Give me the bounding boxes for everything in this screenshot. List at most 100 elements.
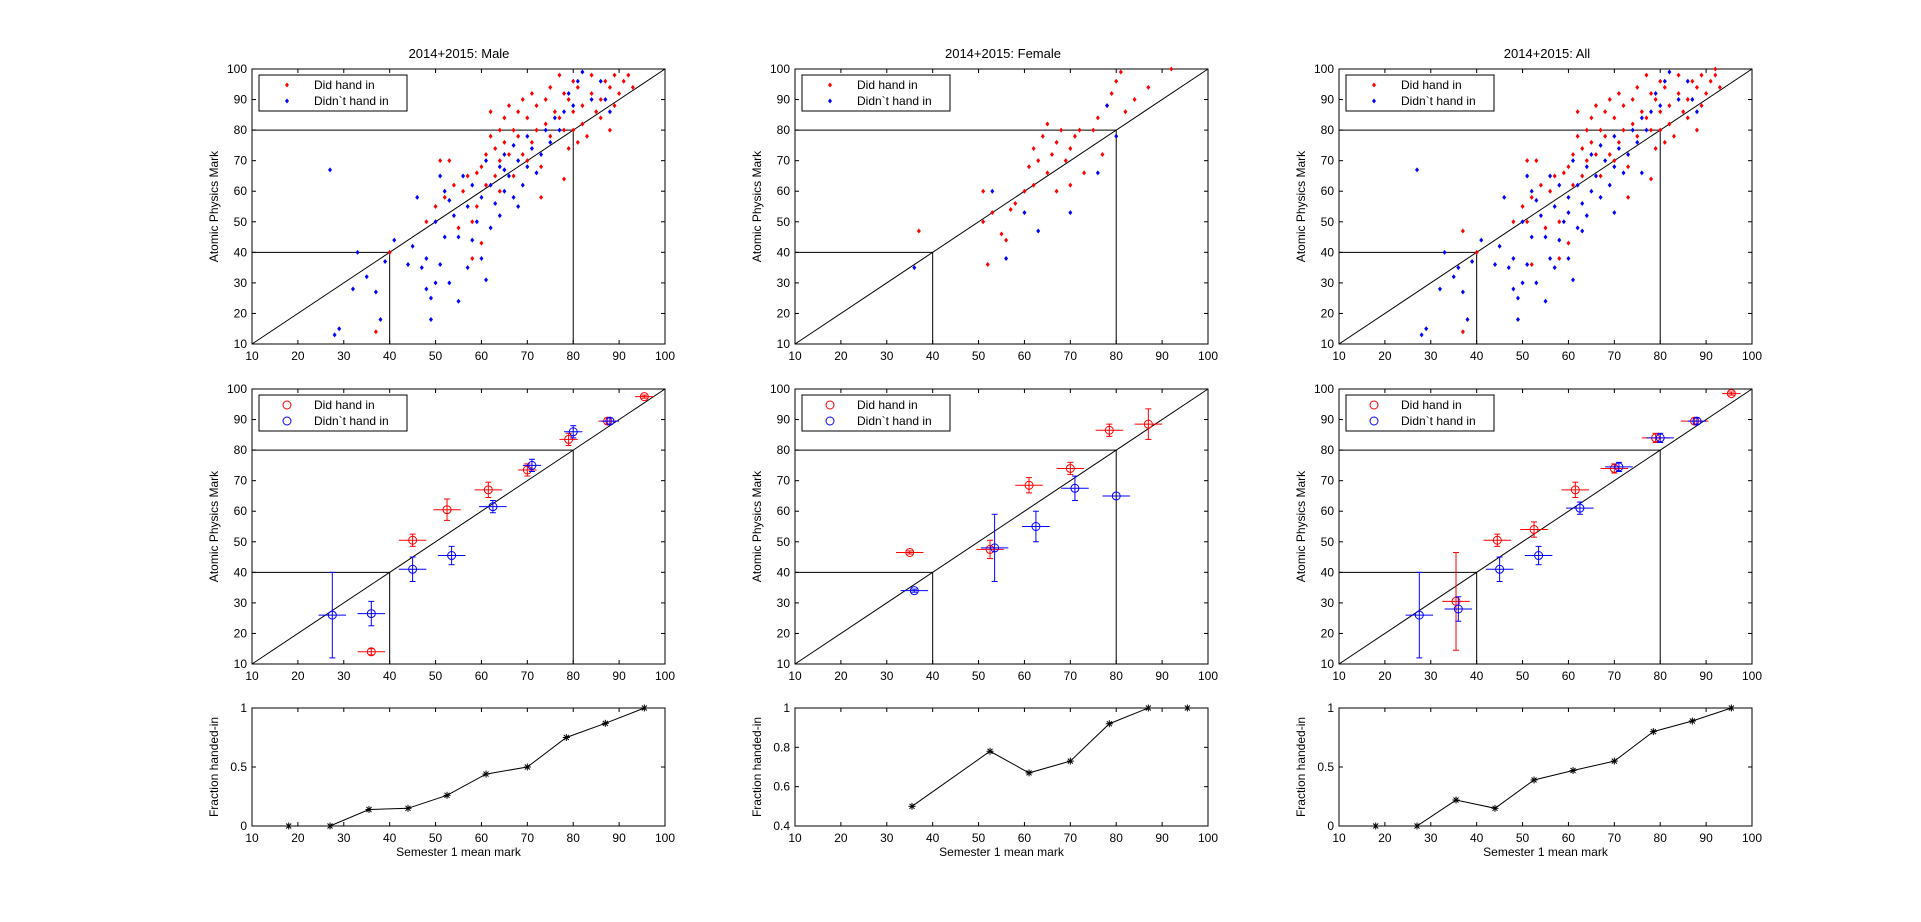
x-tick-label: 40 [383,669,397,683]
y-tick-label: 60 [1321,504,1335,518]
data-point [1580,173,1585,179]
x-tick-label: 10 [245,831,259,845]
data-point [1460,228,1465,234]
x-tick-label: 80 [1110,669,1124,683]
marker-stroke [524,764,531,770]
data-point [366,647,376,657]
data-point [479,164,484,170]
panel-top-male: 10 20 30 40 50 60 70 80 90 100 10 20 30 40 50 60 70 80 90 1… [207,62,675,363]
data-point [1598,142,1603,148]
data-point [909,586,919,596]
series-line [288,707,645,827]
y-tick-label: 1 [783,701,790,715]
y-tick-label: 80 [234,443,248,457]
data-point [1658,103,1663,109]
data-point [488,225,493,231]
x-tick-label: 20 [834,349,848,363]
marker-stroke [1414,823,1420,829]
y-tick-label: 50 [234,535,248,549]
marker-stroke [1184,705,1191,711]
x-tick-label: 50 [429,349,443,363]
data-point [1022,188,1027,194]
y-tick-label: 40 [1321,245,1335,259]
panel-mid-female: 10 20 30 40 50 60 70 80 90 100 10 20 30 40 50 60 70 80 90 1… [750,382,1218,683]
data-point [1653,145,1658,151]
data-point [1667,103,1672,109]
data-point [1598,194,1603,200]
data-point [564,434,574,444]
data-point [1616,145,1621,151]
data-point [465,265,470,271]
x-tick-label: 10 [788,349,802,363]
legend-marker [285,82,289,88]
data-point [373,329,378,335]
data-point [1109,90,1114,96]
data-point [438,173,443,179]
data-point [1575,182,1580,188]
marker-stroke [1372,823,1379,829]
data-point [506,173,511,179]
data-point [1095,170,1100,176]
marker-stroke [909,803,915,810]
marker-stroke [1570,767,1576,774]
series-hand-in [373,72,635,335]
x-tick-label: 30 [337,349,351,363]
y-tick-label: 90 [777,93,791,107]
data-point [985,544,995,554]
data-point [1626,152,1631,158]
legend: Did hand in Didn`t hand in [1345,394,1495,432]
data-point [1491,804,1499,812]
data-point [1566,255,1571,261]
y-tick-label: 70 [1321,474,1335,488]
legend-marker [1369,416,1379,426]
data-point [1610,757,1618,765]
y-tick-label: 30 [1321,276,1335,290]
y-tick-label: 0.4 [773,819,790,833]
data-point [1649,176,1654,182]
marker-stroke [1728,705,1735,711]
data-point [1497,243,1502,249]
legend-box [258,74,408,112]
data-point [543,127,548,133]
data-point [1626,164,1631,170]
boundary-80-line [252,449,574,664]
data-point [1452,796,1460,804]
marker-stroke [1492,805,1498,812]
x-tick-label: 80 [567,669,581,683]
data-point [456,298,461,304]
data-point [502,139,507,145]
x-tick-label: 50 [972,349,986,363]
data-point [1571,158,1576,164]
data-point [912,265,917,271]
x-tick-label: 60 [1562,831,1576,845]
data-point [1662,78,1667,84]
y-tick-label: 40 [1321,565,1335,579]
x-axis-label: Semester 1 mean mark [939,845,1065,859]
data-point [337,326,342,332]
data-point [1036,158,1041,164]
legend-label: Did hand in [314,78,375,92]
data-point [1548,188,1553,194]
data-point [1593,152,1598,158]
data-point [1676,90,1681,96]
legend-marker [1372,82,1376,88]
y-axis-label: Atomic Physics Mark [207,470,221,582]
data-point [1571,152,1576,158]
panel-top-all: 10 20 30 40 50 60 70 80 90 100 10 20 30 40 50 60 70 80 90 1… [1294,62,1762,363]
data-point [580,121,585,127]
data-point [1502,194,1507,200]
data-point [1105,720,1113,728]
y-tick-label: 80 [777,443,791,457]
legend-marker [282,416,292,426]
legend-marker [828,98,832,104]
x-tick-label: 20 [291,349,305,363]
data-point [428,317,433,323]
y-tick-label: 60 [234,184,248,198]
data-point [1460,289,1465,295]
y-axis-label: Atomic Physics Mark [750,470,764,582]
data-point [1658,109,1663,115]
data-point [428,295,433,301]
data-point [1534,197,1539,203]
data-point [589,97,594,103]
